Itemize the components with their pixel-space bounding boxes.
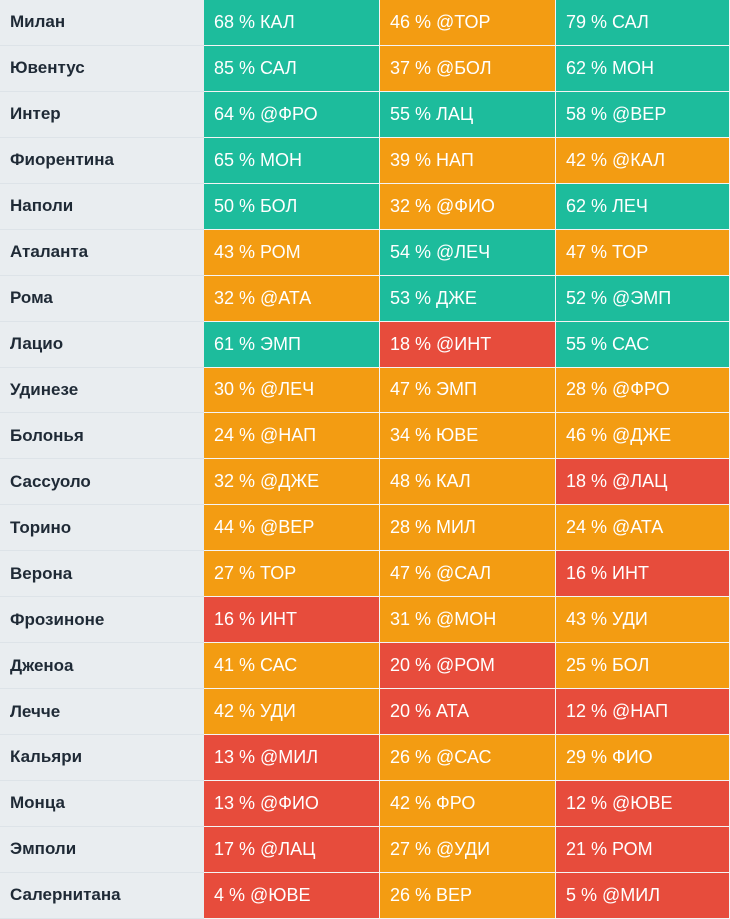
match-cell-round-3: 62 % МОН <box>556 45 730 92</box>
match-cell-round-2: 26 % ВЕР <box>380 872 556 919</box>
match-cell-round-3: 25 % БОЛ <box>556 643 730 690</box>
match-cell-round-1: 68 % КАЛ <box>204 0 380 46</box>
team-name: Торино <box>0 505 204 552</box>
match-cell-round-3: 62 % ЛЕЧ <box>556 183 730 230</box>
match-cell-round-3: 16 % ИНТ <box>556 551 730 598</box>
match-cell-round-2: 48 % КАЛ <box>380 459 556 506</box>
match-cell-round-2: 47 % ЭМП <box>380 367 556 414</box>
team-name: Салернитана <box>0 872 204 919</box>
team-name: Интер <box>0 91 204 138</box>
match-cell-round-2: 18 % @ИНТ <box>380 321 556 368</box>
team-name: Кальяри <box>0 735 204 781</box>
team-name: Наполи <box>0 183 204 230</box>
match-cell-round-1: 30 % @ЛЕЧ <box>204 367 380 414</box>
match-cell-round-3: 18 % @ЛАЦ <box>556 459 730 506</box>
match-cell-round-3: 12 % @ЮВЕ <box>556 780 730 827</box>
match-cell-round-1: 17 % @ЛАЦ <box>204 826 380 873</box>
match-cell-round-2: 28 % МИЛ <box>380 505 556 552</box>
match-cell-round-1: 50 % БОЛ <box>204 183 380 230</box>
match-cell-round-2: 37 % @БОЛ <box>380 45 556 92</box>
match-cell-round-1: 16 % ИНТ <box>204 597 380 644</box>
match-cell-round-2: 47 % @САЛ <box>380 551 556 598</box>
match-cell-round-2: 42 % ФРО <box>380 780 556 827</box>
team-name: Сассуоло <box>0 459 204 506</box>
match-cell-round-1: 42 % УДИ <box>204 689 380 735</box>
match-cell-round-3: 58 % @ВЕР <box>556 91 730 138</box>
team-name: Эмполи <box>0 826 204 873</box>
match-cell-round-1: 61 % ЭМП <box>204 321 380 368</box>
match-cell-round-1: 4 % @ЮВЕ <box>204 872 380 919</box>
match-cell-round-1: 65 % МОН <box>204 137 380 184</box>
match-cell-round-2: 31 % @МОН <box>380 597 556 644</box>
match-cell-round-3: 52 % @ЭМП <box>556 275 730 322</box>
match-cell-round-2: 39 % НАП <box>380 137 556 184</box>
team-name: Удинезе <box>0 367 204 414</box>
match-cell-round-3: 12 % @НАП <box>556 689 730 735</box>
match-cell-round-2: 54 % @ЛЕЧ <box>380 229 556 276</box>
match-cell-round-1: 24 % @НАП <box>204 413 380 460</box>
match-cell-round-2: 20 % @РОМ <box>380 643 556 690</box>
match-cell-round-1: 13 % @ФИО <box>204 780 380 827</box>
match-cell-round-3: 79 % САЛ <box>556 0 730 46</box>
match-cell-round-1: 27 % ТОР <box>204 551 380 598</box>
match-cell-round-1: 13 % @МИЛ <box>204 735 380 781</box>
match-cell-round-3: 47 % ТОР <box>556 229 730 276</box>
team-name: Фрозиноне <box>0 597 204 644</box>
match-cell-round-1: 44 % @ВЕР <box>204 505 380 552</box>
match-cell-round-2: 34 % ЮВЕ <box>380 413 556 460</box>
match-cell-round-2: 27 % @УДИ <box>380 826 556 873</box>
match-cell-round-3: 24 % @АТА <box>556 505 730 552</box>
match-cell-round-3: 46 % @ДЖЕ <box>556 413 730 460</box>
match-cell-round-3: 21 % РОМ <box>556 826 730 873</box>
team-name: Лечче <box>0 689 204 735</box>
team-name: Ювентус <box>0 45 204 92</box>
match-cell-round-2: 26 % @САС <box>380 735 556 781</box>
match-cell-round-2: 46 % @ТОР <box>380 0 556 46</box>
team-name: Лацио <box>0 321 204 368</box>
match-cell-round-1: 64 % @ФРО <box>204 91 380 138</box>
match-cell-round-2: 53 % ДЖЕ <box>380 275 556 322</box>
match-cell-round-1: 43 % РОМ <box>204 229 380 276</box>
match-cell-round-3: 5 % @МИЛ <box>556 872 730 919</box>
match-cell-round-3: 29 % ФИО <box>556 735 730 781</box>
match-cell-round-2: 20 % АТА <box>380 689 556 735</box>
team-name: Милан <box>0 0 204 46</box>
match-cell-round-1: 41 % САС <box>204 643 380 690</box>
team-name: Монца <box>0 780 204 827</box>
match-cell-round-3: 28 % @ФРО <box>556 367 730 414</box>
team-name: Аталанта <box>0 229 204 276</box>
match-cell-round-1: 32 % @ДЖЕ <box>204 459 380 506</box>
team-name: Болонья <box>0 413 204 460</box>
match-cell-round-1: 85 % САЛ <box>204 45 380 92</box>
match-cell-round-2: 32 % @ФИО <box>380 183 556 230</box>
match-cell-round-2: 55 % ЛАЦ <box>380 91 556 138</box>
match-cell-round-3: 43 % УДИ <box>556 597 730 644</box>
team-name: Верона <box>0 551 204 598</box>
match-cell-round-1: 32 % @АТА <box>204 275 380 322</box>
match-cell-round-3: 42 % @КАЛ <box>556 137 730 184</box>
team-name: Фиорентина <box>0 137 204 184</box>
team-name: Рома <box>0 275 204 322</box>
match-cell-round-3: 55 % САС <box>556 321 730 368</box>
team-name: Дженоа <box>0 643 204 690</box>
